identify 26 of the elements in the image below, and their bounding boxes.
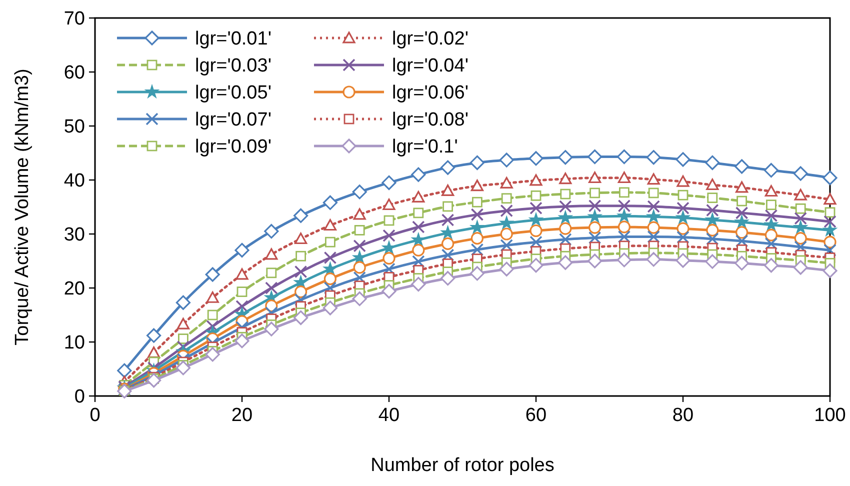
x-tick-label: 40 [378, 405, 400, 426]
legend-label: lgr='0.1' [392, 136, 458, 158]
y-tick-label: 20 [64, 278, 85, 300]
x-axis-title: Number of rotor poles [370, 455, 554, 476]
x-tick-label: 20 [231, 405, 253, 426]
y-axis-title: Torque/ Active Volume (kNm/m3) [12, 68, 33, 346]
x-tick-label: 0 [90, 405, 100, 426]
legend-label: lgr='0.01' [195, 28, 272, 50]
y-tick-label: 60 [64, 62, 85, 84]
legend-label: lgr='0.08' [392, 110, 468, 131]
y-tick-label: 50 [64, 116, 85, 138]
legend-label: lgr='0.05' [195, 82, 272, 104]
legend-label: lgr='0.09' [195, 136, 272, 158]
legend-label: lgr='0.03' [195, 56, 272, 77]
y-tick-label: 30 [64, 224, 85, 246]
y-tick-label: 0 [74, 386, 85, 408]
legend-label: lgr='0.07' [195, 110, 272, 131]
y-tick-label: 70 [64, 8, 85, 30]
x-tick-label: 80 [672, 405, 694, 426]
y-tick-label: 10 [64, 332, 85, 354]
legend-label: lgr='0.02' [392, 28, 468, 50]
y-tick-label: 40 [64, 170, 85, 192]
x-tick-label: 60 [525, 405, 547, 426]
legend-label: lgr='0.06' [392, 82, 468, 104]
x-tick-label: 100 [814, 405, 846, 426]
legend-label: lgr='0.04' [392, 56, 468, 77]
